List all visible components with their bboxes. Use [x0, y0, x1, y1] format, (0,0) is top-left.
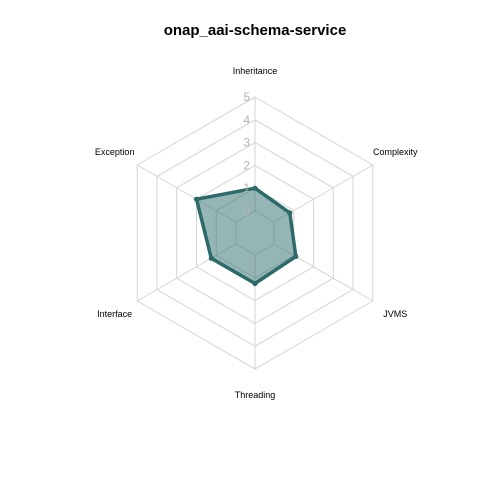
data-point-threading — [252, 280, 258, 287]
label-layer: Inheritance Complexity JVMS Threading Interf… — [95, 66, 418, 400]
tick-label-0: 0 — [243, 204, 250, 218]
tick-label-4: 4 — [243, 113, 250, 127]
data-point-complexity — [287, 210, 293, 216]
axis-label-exception: Exception — [95, 147, 135, 157]
data-layer — [193, 185, 299, 287]
axis-label-complexity: Complexity — [373, 147, 418, 157]
tick-layer: 0 1 2 3 4 5 — [243, 90, 250, 218]
axis-label-threading: Threading — [235, 390, 276, 400]
data-point-exception — [193, 196, 200, 202]
series-area-0 — [194, 186, 298, 286]
tick-label-3: 3 — [243, 136, 250, 150]
axis-label-interface: Interface — [97, 309, 132, 319]
axis-label-jvms: JVMS — [383, 309, 407, 319]
data-point-interface — [208, 255, 214, 261]
chart-title: onap_aai-schema-service — [164, 22, 347, 39]
tick-label-5: 5 — [243, 90, 250, 104]
tick-label-1: 1 — [243, 181, 250, 195]
data-point-jvms — [293, 253, 299, 260]
axis-label-inheritance: Inheritance — [233, 66, 278, 76]
data-point-inheritance — [252, 185, 258, 191]
tick-label-2: 2 — [243, 158, 250, 172]
